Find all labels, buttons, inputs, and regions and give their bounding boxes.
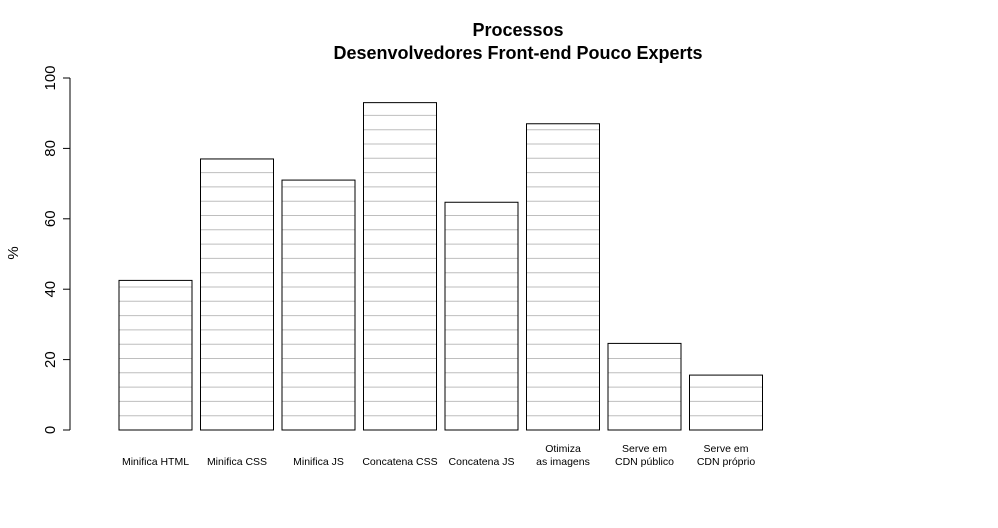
- bar: [363, 102, 437, 431]
- chart-subtitle: Desenvolvedores Front-end Pouco Experts: [333, 43, 702, 63]
- y-tick-label: 20: [42, 351, 59, 368]
- bar-outline: [363, 102, 437, 431]
- x-category-label: CDN próprio: [697, 456, 756, 468]
- bar-outline: [444, 201, 519, 431]
- category-labels: Minifica HTML Minifica CSS Minifica JS Conc…: [122, 443, 755, 468]
- bar-fill: [445, 202, 518, 430]
- y-tick-label: 0: [42, 426, 59, 434]
- bar-fill: [363, 102, 437, 430]
- x-category-label: Serve em: [704, 443, 749, 455]
- x-category-label: Serve em: [622, 443, 667, 455]
- bar: [118, 279, 193, 431]
- x-category-label: Minifica CSS: [207, 456, 267, 468]
- chart-title: Processos: [472, 20, 563, 40]
- y-tick-label: 60: [42, 210, 59, 227]
- bar-outline: [200, 158, 274, 431]
- bar-fill: [200, 158, 274, 430]
- x-category-label: Otimiza: [545, 443, 581, 455]
- bar: [526, 123, 600, 431]
- bar: [200, 158, 274, 431]
- x-category-label: Minifica HTML: [122, 456, 189, 468]
- x-category-label: Minifica JS: [293, 456, 344, 468]
- y-tick-label: 80: [42, 140, 59, 157]
- bar-outline: [281, 179, 356, 431]
- bar: [607, 342, 682, 431]
- bar: [444, 201, 519, 431]
- bar-outline: [118, 279, 193, 431]
- bars-group: [118, 102, 763, 431]
- bar-fill: [119, 280, 192, 430]
- bar: [689, 374, 763, 431]
- y-tick-label: 40: [42, 281, 59, 298]
- x-category-label: as imagens: [536, 456, 590, 468]
- bar: [281, 179, 356, 431]
- x-category-label: Concatena JS: [449, 456, 515, 468]
- x-category-label: Concatena CSS: [362, 456, 437, 468]
- bar-fill: [282, 180, 355, 430]
- bar-fill: [526, 123, 600, 430]
- y-axis-label: %: [5, 246, 22, 259]
- bar-outline: [526, 123, 600, 431]
- x-category-label: CDN público: [615, 456, 674, 468]
- bar-outline: [689, 374, 763, 431]
- bar-outline: [607, 342, 682, 431]
- bar-fill: [689, 375, 763, 430]
- y-tick-label: 100: [42, 65, 59, 90]
- y-axis: 0 20 40 60 80 100: [42, 65, 71, 434]
